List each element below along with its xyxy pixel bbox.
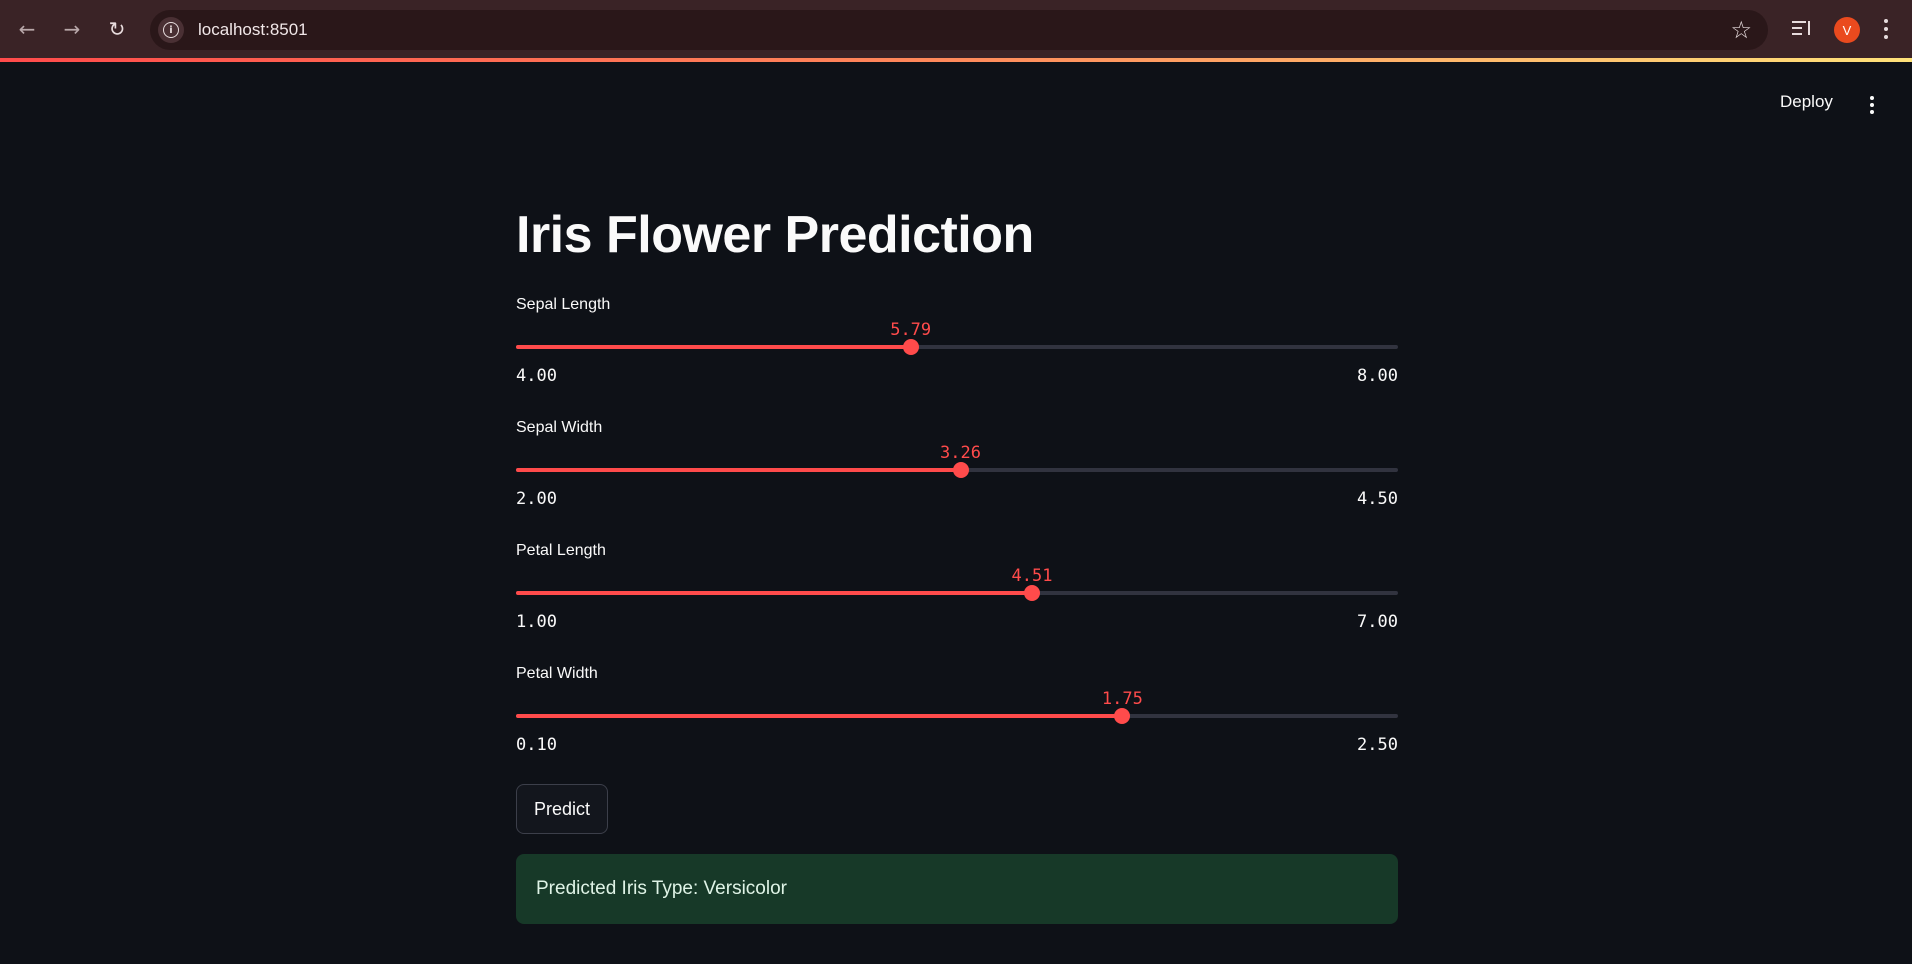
- info-icon: i: [163, 22, 179, 38]
- slider-label: Sepal Length: [516, 296, 611, 313]
- prediction-result-text: Predicted Iris Type: Versicolor: [536, 878, 787, 899]
- slider-petal-length: Petal Length 4.51 1.00 7.00: [516, 542, 1398, 652]
- slider-max: 7.00: [1357, 612, 1398, 632]
- app-menu-icon[interactable]: [1866, 95, 1878, 115]
- slider-value: 4.51: [1011, 566, 1053, 586]
- kebab-menu-icon[interactable]: [1880, 16, 1892, 42]
- slider-thumb[interactable]: [1114, 708, 1131, 724]
- slider-sepal-length: Sepal Length 5.79 4.00 8.00: [516, 296, 1398, 406]
- slider-max: 8.00: [1357, 366, 1398, 386]
- slider-track[interactable]: [516, 462, 1398, 478]
- slider-fill: [516, 591, 1032, 595]
- slider-thumb[interactable]: [1023, 585, 1040, 601]
- forward-arrow-icon[interactable]: →: [63, 17, 81, 41]
- star-icon[interactable]: ☆: [1730, 16, 1752, 44]
- prediction-result-alert: Predicted Iris Type: Versicolor: [516, 854, 1398, 924]
- slider-min: 1.00: [516, 612, 557, 632]
- slider-label: Petal Length: [516, 542, 606, 559]
- slider-fill: [516, 468, 961, 472]
- address-bar[interactable]: i localhost:8501 ☆: [150, 10, 1768, 50]
- slider-fill: [516, 714, 1123, 718]
- slider-label: Sepal Width: [516, 419, 603, 436]
- slider-sepal-width: Sepal Width 3.26 2.00 4.50: [516, 419, 1398, 529]
- back-arrow-icon[interactable]: ←: [18, 17, 36, 41]
- slider-value: 1.75: [1101, 689, 1143, 709]
- slider-track[interactable]: [516, 339, 1398, 355]
- slider-thumb[interactable]: [902, 339, 919, 355]
- slider-max: 2.50: [1357, 735, 1398, 755]
- page-title: Iris Flower Prediction: [516, 206, 1034, 264]
- slider-min: 0.10: [516, 735, 557, 755]
- slider-track[interactable]: [516, 585, 1398, 601]
- slider-track[interactable]: [516, 708, 1398, 724]
- slider-label: Petal Width: [516, 665, 598, 682]
- browser-toolbar: ← → ↻ i localhost:8501 ☆ V: [0, 0, 1912, 60]
- slider-thumb[interactable]: [952, 462, 969, 478]
- url-text: localhost:8501: [198, 20, 308, 39]
- reload-icon[interactable]: ↻: [108, 17, 126, 41]
- slider-value: 5.79: [890, 320, 932, 340]
- slider-min: 4.00: [516, 366, 557, 386]
- media-controls-icon[interactable]: [1792, 17, 1814, 39]
- slider-value: 3.26: [940, 443, 981, 463]
- slider-fill: [516, 345, 911, 349]
- site-info-button[interactable]: i: [158, 17, 184, 43]
- profile-avatar[interactable]: V: [1834, 17, 1860, 43]
- slider-min: 2.00: [516, 489, 557, 509]
- deploy-button[interactable]: Deploy: [1780, 92, 1833, 111]
- slider-petal-width: Petal Width 1.75 0.10 2.50: [516, 665, 1398, 775]
- predict-button[interactable]: Predict: [516, 784, 608, 834]
- slider-max: 4.50: [1357, 489, 1398, 509]
- loading-gradient-bar: [0, 58, 1912, 62]
